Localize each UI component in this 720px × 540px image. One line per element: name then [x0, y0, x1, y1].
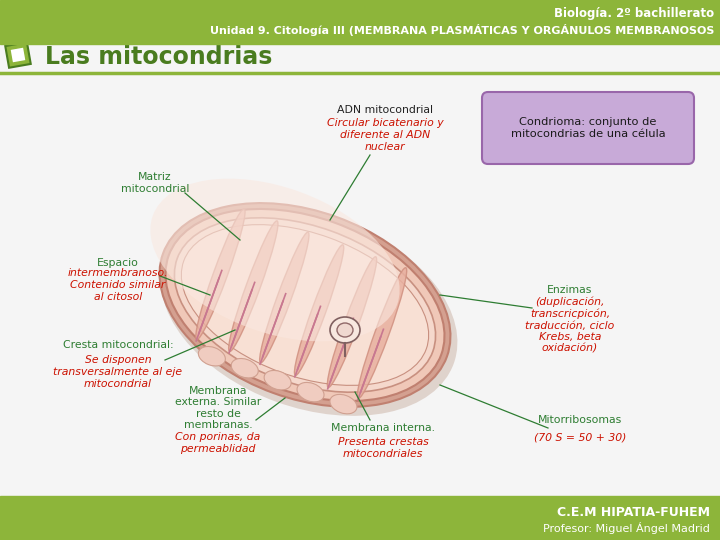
Text: Condrioma: conjunto de
mitocondrias de una célula: Condrioma: conjunto de mitocondrias de u… [510, 117, 665, 139]
Ellipse shape [161, 206, 457, 416]
Ellipse shape [330, 394, 357, 414]
Ellipse shape [294, 245, 343, 375]
Bar [5, 42, 31, 68]
Bar [0, 496, 720, 540]
Ellipse shape [260, 232, 309, 363]
Text: Enzimas: Enzimas [547, 285, 593, 295]
Text: Presenta crestas
mitocondriales: Presenta crestas mitocondriales [338, 437, 428, 459]
Ellipse shape [297, 382, 324, 402]
Text: ADN mitocondrial: ADN mitocondrial [337, 105, 433, 115]
Text: Se disponen
transversalmente al eje
mitocondrial: Se disponen transversalmente al eje mito… [53, 355, 183, 389]
Ellipse shape [229, 221, 278, 352]
Ellipse shape [160, 203, 451, 407]
Ellipse shape [264, 370, 291, 390]
Ellipse shape [231, 359, 258, 378]
Text: Unidad 9. Citología III (MEMBRANA PLASMÁTICAS Y ORGÁNULOS MEMBRANOSOS: Unidad 9. Citología III (MEMBRANA PLASMÁ… [210, 24, 714, 36]
Text: Matriz
mitocondrial: Matriz mitocondrial [121, 172, 189, 194]
Text: Espacio: Espacio [97, 258, 139, 268]
Ellipse shape [196, 209, 245, 340]
Ellipse shape [357, 268, 407, 399]
Text: Las mitocondrias: Las mitocondrias [45, 45, 272, 69]
Bar [0, 0, 720, 44]
Text: Biología. 2º bachillerato: Biología. 2º bachillerato [554, 8, 714, 21]
Text: Membrana
externa. Similar
resto de
membranas.: Membrana externa. Similar resto de membr… [175, 386, 261, 430]
Text: intermembranoso.
Contenido similar
al citosol: intermembranoso. Contenido similar al ci… [68, 268, 168, 302]
Ellipse shape [150, 179, 400, 341]
Ellipse shape [328, 256, 377, 388]
Ellipse shape [166, 209, 444, 401]
Ellipse shape [174, 218, 436, 392]
Ellipse shape [330, 317, 360, 343]
Text: (70 S = 50 + 30): (70 S = 50 + 30) [534, 433, 626, 443]
Ellipse shape [337, 323, 353, 337]
Text: Con porinas, da
permeablidad: Con porinas, da permeablidad [176, 432, 261, 454]
Text: Circular bicatenario y
diferente al ADN
nuclear: Circular bicatenario y diferente al ADN … [327, 118, 444, 152]
Text: (duplicación,
transcricpicón,
traducción, ciclo
Krebs, beta
oxidación): (duplicación, transcricpicón, traducción… [526, 296, 615, 354]
Text: Profesor: Miguel Ángel Madrid: Profesor: Miguel Ángel Madrid [543, 522, 710, 534]
Ellipse shape [181, 225, 428, 386]
Text: Mitorribosomas: Mitorribosomas [538, 415, 622, 425]
Text: C.E.M HIPATIA-FUHEM: C.E.M HIPATIA-FUHEM [557, 505, 710, 518]
Bar [10, 47, 26, 63]
Text: Membrana interna.: Membrana interna. [331, 423, 435, 433]
Text: Cresta mitocondrial:: Cresta mitocondrial: [63, 340, 174, 350]
Ellipse shape [198, 347, 225, 366]
FancyBboxPatch shape [482, 92, 694, 164]
